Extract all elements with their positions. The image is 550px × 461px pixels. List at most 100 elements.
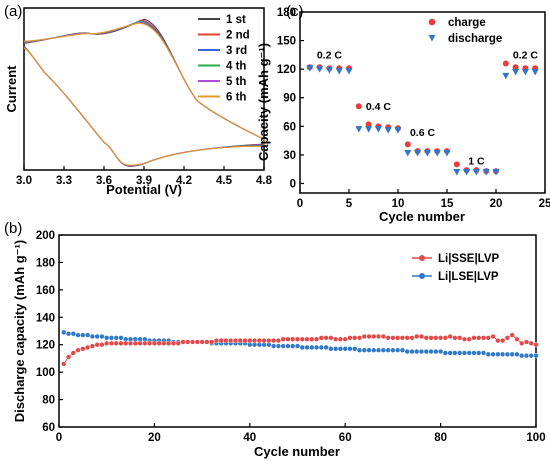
cycling-point	[175, 340, 181, 346]
cycling-point	[428, 335, 434, 341]
cycling-point	[519, 353, 525, 359]
rate-ticks: 0 5 10 15 20 25 0 30 60 90 120 150 180	[277, 7, 550, 210]
legend-charge-label: charge	[448, 17, 486, 29]
cycling-point	[514, 351, 520, 357]
discharge-point	[423, 149, 431, 157]
cycling-point	[495, 338, 501, 344]
rate-y-axis-title: Capacity (mAh g⁻¹)	[256, 43, 271, 161]
cycling-y-tick-label: 160	[36, 285, 55, 297]
discharge-point	[492, 169, 500, 176]
charge-point	[453, 161, 460, 168]
cycling-point	[404, 335, 410, 341]
cycling-point	[433, 348, 439, 355]
cycling-ticks: 0 20 40 60 80 100 60 80 100 120 140 160 180 200	[36, 230, 546, 444]
rate-annotation: 0.6 C	[410, 127, 436, 139]
cv-x-tick-label: 3.3	[56, 175, 72, 187]
rate-plot-frame	[299, 11, 546, 194]
cycling-y-tick-label: 60	[42, 422, 55, 434]
cycling-y-tick-label: 80	[42, 395, 55, 407]
cycling-point	[476, 335, 482, 341]
discharge-point	[482, 169, 490, 176]
cycling-point	[323, 344, 329, 351]
panel-label-a: (a)	[4, 3, 22, 20]
cycling-point	[228, 338, 234, 344]
cycling-point	[108, 340, 115, 346]
cycling-legend-marker	[419, 255, 425, 261]
discharge-point	[453, 169, 461, 176]
cycling-point	[490, 351, 496, 357]
cycling-point	[94, 333, 100, 340]
cycling-point	[504, 335, 510, 341]
cycling-point	[485, 335, 491, 341]
cv-x-axis-title: Potential (V)	[106, 182, 182, 197]
discharge-point	[414, 149, 422, 157]
cycling-point	[323, 335, 329, 341]
cycling-point	[428, 348, 434, 355]
cycling-point	[113, 340, 119, 346]
cycling-point	[299, 336, 305, 342]
cv-x-tick-label: 3.9	[136, 175, 152, 187]
cycling-point	[223, 338, 229, 344]
cycling-point	[199, 339, 205, 345]
charge-point	[512, 64, 519, 71]
cycling-point	[290, 336, 296, 342]
cycling-point	[89, 343, 95, 349]
cv-x-tick-label: 3.0	[16, 175, 32, 187]
cycling-legend: Li|SSE|LVP Li|LSE|LVP	[412, 253, 500, 283]
cycling-legend-label: Li|SSE|LVP	[438, 253, 500, 265]
cycling-point	[85, 332, 91, 338]
cycling-point	[423, 348, 429, 355]
cycling-point	[80, 346, 86, 352]
cycling-point	[209, 339, 215, 345]
rate-markers	[306, 60, 539, 176]
cv-y-axis-title: Current	[4, 65, 19, 113]
cycling-point	[409, 348, 415, 355]
discharge-point	[443, 149, 451, 157]
cycling-point	[123, 340, 129, 346]
cycling-point	[447, 350, 453, 356]
cycling-point	[352, 346, 358, 352]
discharge-point	[463, 169, 471, 176]
cycling-point	[285, 336, 291, 342]
cycling-series	[61, 329, 539, 367]
cv-x-tick-label: 3.6	[96, 175, 112, 187]
rate-annotation: 0.4 C	[366, 101, 392, 113]
rate-x-tick-label: 20	[490, 198, 503, 210]
cycling-point	[180, 339, 186, 345]
cycling-point	[399, 335, 406, 341]
cv-curves	[23, 18, 265, 167]
cycling-point	[480, 350, 487, 356]
cycling-x-tick-label: 40	[243, 432, 256, 444]
charge-point	[365, 121, 372, 128]
cycling-y-tick-label: 100	[36, 367, 55, 379]
cycling-point	[218, 338, 224, 344]
cycling-point	[65, 354, 72, 360]
cycling-point	[333, 346, 339, 352]
cycling-point	[395, 335, 401, 341]
rate-x-tick-label: 10	[392, 198, 405, 210]
cycling-point	[213, 338, 220, 344]
cycling-point	[442, 350, 448, 356]
cycling-point	[375, 333, 382, 340]
cycling-legend-label: Li|LSE|LVP	[438, 271, 499, 283]
cycling-point	[385, 347, 391, 353]
cycling-point	[99, 342, 105, 348]
cycling-point	[318, 344, 324, 351]
cycling-point	[452, 350, 458, 356]
cycling-point	[127, 340, 134, 346]
cycling-x-tick-label: 60	[339, 432, 352, 444]
cycling-point	[418, 333, 425, 340]
cycling-y-tick-label: 200	[36, 230, 55, 242]
cycling-point	[457, 350, 463, 356]
discharge-point	[404, 149, 412, 157]
rate-x-tick-label: 5	[346, 198, 353, 210]
cycling-x-tick-label: 20	[148, 432, 161, 444]
cycling-point	[89, 333, 95, 340]
cycling-point	[504, 351, 510, 357]
cycling-plot-frame	[58, 234, 537, 428]
cycling-point	[461, 350, 468, 356]
rate-y-tick-label: 0	[290, 178, 296, 190]
cycling-point	[242, 338, 248, 344]
cycling-point	[80, 332, 86, 338]
cycling-point	[118, 335, 124, 341]
